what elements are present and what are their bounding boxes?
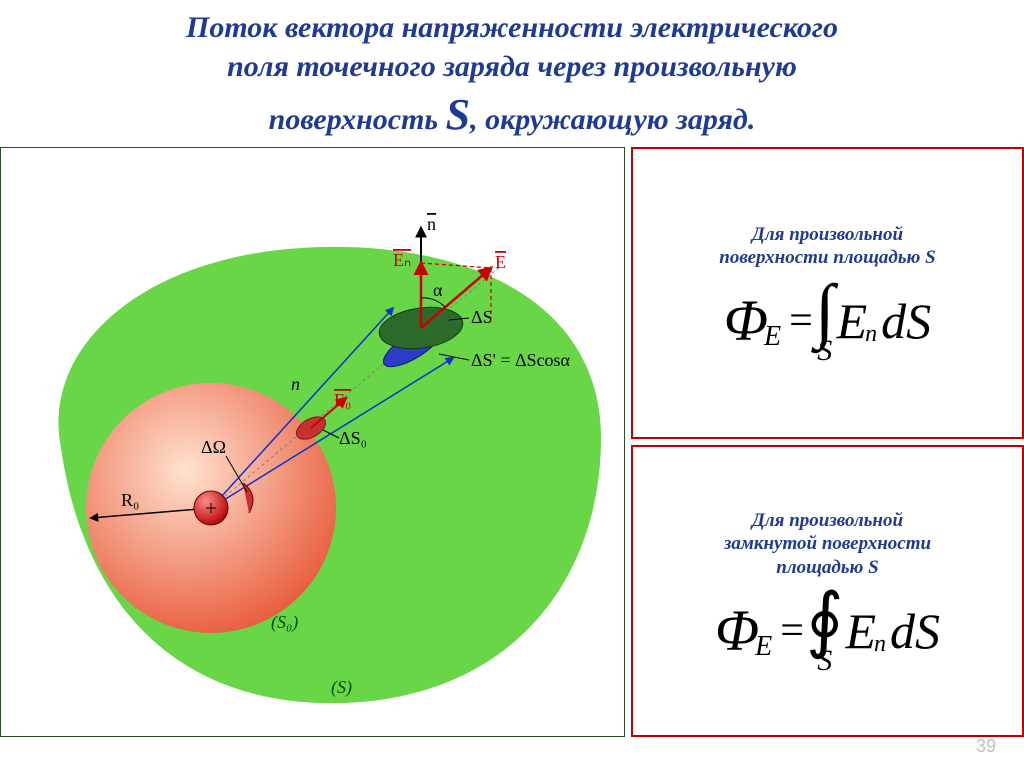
outer-patch-label: ΔS — [471, 307, 493, 327]
En-sub-1: n — [865, 321, 877, 348]
alpha-label: α — [433, 280, 443, 300]
panel1-caption: Для произвольной поверхности площадью S — [719, 223, 935, 271]
title-line3c: , окружающую заряд. — [470, 103, 755, 136]
vector-n-label: n — [427, 214, 436, 234]
int-bound-1: S — [817, 337, 832, 364]
vector-E0-label: E₀ — [334, 390, 351, 410]
diagram-svg: R₀ ΔΩ ΔS₀ ΔS ΔS' = ΔScosα E₀ — [1, 148, 625, 736]
panel2-caption: Для произвольной замкнутой поверхности п… — [724, 509, 931, 580]
formula-column: Для произвольной поверхности площадью S … — [625, 147, 1024, 737]
panel1-formula: Φ E = ∫ S E n dS — [724, 278, 931, 364]
eq-1: = — [789, 297, 813, 345]
title-line3-S: S — [446, 90, 470, 139]
delta-omega-label: ΔΩ — [201, 437, 226, 457]
title-line1: Поток вектора напряженности электрическо… — [186, 11, 838, 44]
panel2-caption-l1: Для произвольной — [724, 509, 931, 533]
radius-label: R₀ — [121, 490, 139, 510]
vector-En-label: Eₙ — [393, 250, 411, 270]
int-bound-2: S — [817, 647, 832, 674]
content-row: R₀ ΔΩ ΔS₀ ΔS ΔS' = ΔScosα E₀ — [0, 147, 1024, 737]
panel2-caption-l2: замкнутой поверхности — [724, 532, 931, 556]
panel1-caption-l2: поверхности площадью S — [719, 246, 935, 270]
phi-sub-2: E — [755, 631, 772, 663]
dS-1: dS — [881, 292, 931, 350]
outer-surface-label: (S) — [331, 677, 352, 698]
panel-open-surface: Для произвольной поверхности площадью S … — [631, 147, 1024, 439]
int-2: ∮ — [806, 588, 844, 653]
dS-2: dS — [890, 602, 940, 660]
axis-n-label: n — [291, 374, 300, 394]
proj-patch-label: ΔS' = ΔScosα — [471, 350, 571, 370]
phi-sub-1: E — [764, 321, 781, 353]
panel2-caption-l3: площадью S — [724, 556, 931, 580]
panel1-caption-l1: Для произвольной — [719, 223, 935, 247]
panel-closed-surface: Для произвольной замкнутой поверхности п… — [631, 445, 1024, 737]
vector-E-label: E — [495, 252, 506, 272]
title-line3a: поверхность — [269, 103, 446, 136]
diagram-panel: R₀ ΔΩ ΔS₀ ΔS ΔS' = ΔScosα E₀ — [0, 147, 625, 737]
E-1: E — [837, 292, 868, 350]
En-sub-2: n — [874, 631, 886, 658]
inner-sphere-label: (S₀) — [271, 612, 298, 633]
panel2-formula: Φ E = ∮ S E n dS — [715, 588, 940, 674]
inner-patch-label: ΔS₀ — [339, 428, 367, 448]
E-2: E — [845, 602, 876, 660]
title-line2: поля точечного заряда через произвольную — [227, 50, 797, 83]
phi-1: Φ — [724, 287, 768, 354]
phi-2: Φ — [715, 597, 759, 664]
slide-title: Поток вектора напряженности электрическо… — [0, 0, 1024, 147]
eq-2: = — [780, 607, 804, 655]
page-number: 39 — [976, 736, 996, 757]
